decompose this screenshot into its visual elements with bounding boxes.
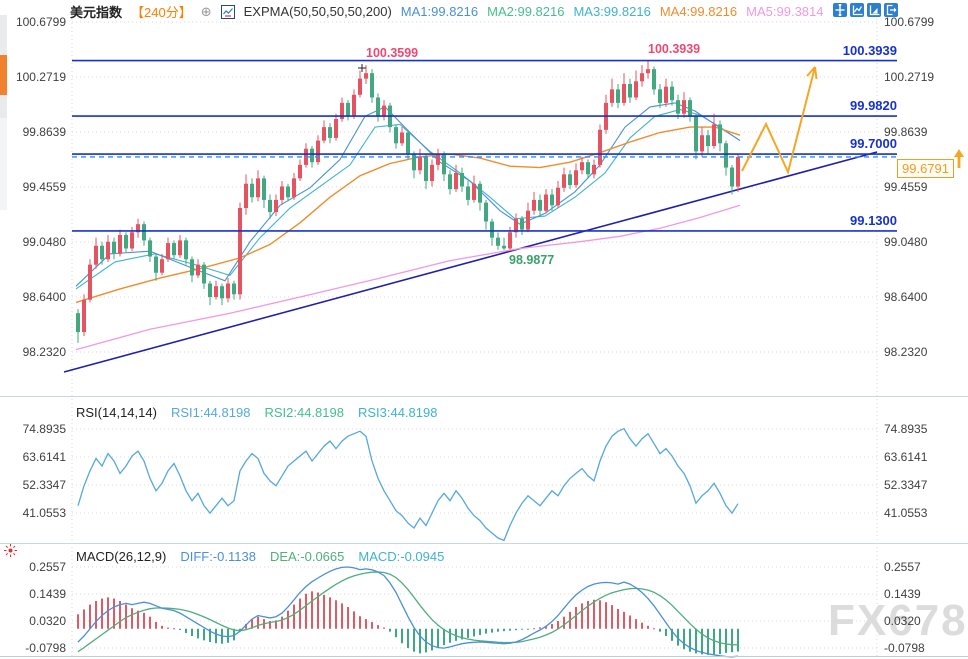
pane-separator-rsi bbox=[0, 396, 968, 397]
rsi1-value: RSI1:44.8198 bbox=[170, 405, 251, 420]
diff-value: DIFF:-0.1138 bbox=[180, 549, 256, 564]
ma2-value: MA2:99.8216 bbox=[487, 4, 565, 19]
add-indicator-icon[interactable]: ⊕ bbox=[200, 3, 212, 19]
ma4-value: MA4:99.8216 bbox=[659, 4, 738, 19]
dea-value: DEA:-0.0665 bbox=[269, 549, 345, 564]
rsi3-value: RSI3:44.8198 bbox=[357, 405, 438, 420]
chart-header: 美元指数 【240分】 ⊕ EXPMA(50,50,50,50,200) MA1… bbox=[70, 2, 824, 21]
macd-title: MACD(26,12,9) bbox=[76, 549, 167, 564]
indicator-name: EXPMA(50,50,50,50,200) bbox=[243, 4, 392, 19]
macd-value: MACD:-0.0945 bbox=[358, 549, 445, 564]
rsi-title: RSI(14,14,14) bbox=[76, 405, 157, 420]
ma1-value: MA1:99.8216 bbox=[400, 4, 479, 19]
exit-right-icon[interactable] bbox=[884, 3, 898, 17]
rsi-header: RSI(14,14,14) RSI1:44.8198 RSI2:44.8198 … bbox=[76, 405, 437, 420]
period-label[interactable]: 【240分】 bbox=[131, 5, 192, 20]
ma5-value: MA5:99.3814 bbox=[746, 4, 824, 19]
move-icon[interactable] bbox=[833, 3, 847, 17]
pane-separator-macd bbox=[0, 543, 968, 544]
chart-style-icon[interactable] bbox=[220, 4, 235, 19]
current-price-tag: 99.6791 bbox=[897, 159, 954, 178]
chart-toolbar bbox=[833, 3, 898, 17]
symbol-name: 美元指数 bbox=[70, 5, 123, 20]
watermark: FX678 bbox=[828, 596, 968, 645]
rsi2-value: RSI2:44.8198 bbox=[264, 405, 344, 420]
ma3-value: MA3:99.8216 bbox=[573, 4, 651, 19]
left-scroll-track-lower bbox=[0, 118, 7, 210]
bottom-border bbox=[0, 656, 968, 657]
bar-chart-icon[interactable] bbox=[867, 3, 881, 17]
trend-axis-icon[interactable] bbox=[850, 3, 864, 17]
indicator-alert-icon[interactable] bbox=[3, 543, 18, 563]
macd-header: MACD(26,12,9) DIFF:-0.1138 DEA:-0.0665 M… bbox=[76, 549, 444, 564]
left-scroll-thumb[interactable] bbox=[0, 55, 7, 95]
